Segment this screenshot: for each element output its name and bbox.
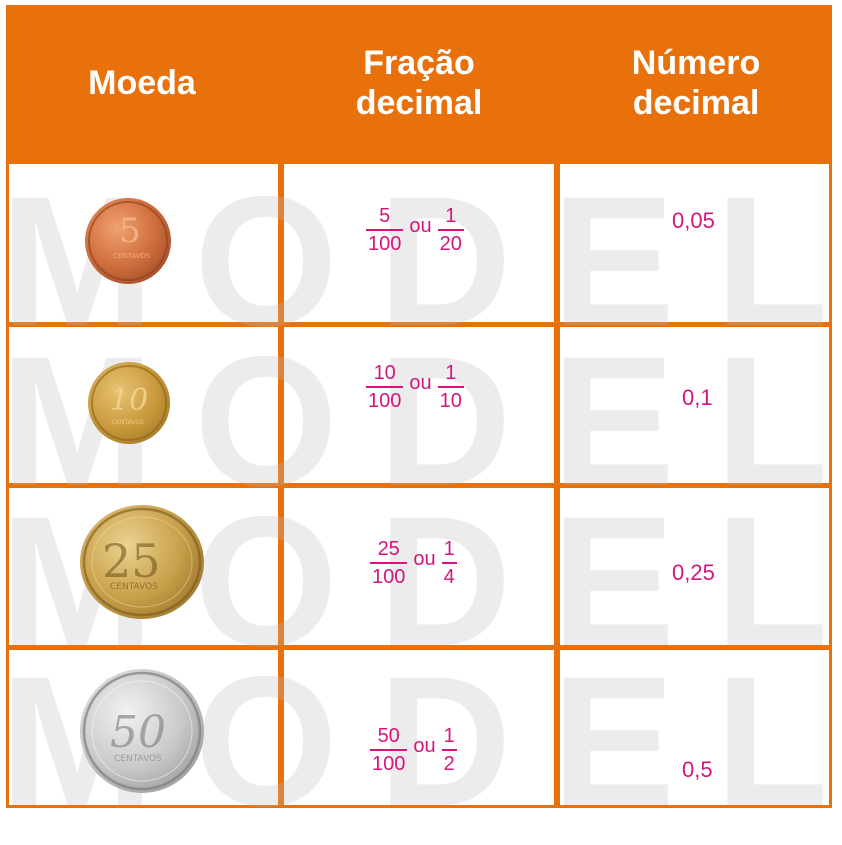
denominator: 20 [439,233,462,255]
coin-5-label: CENTAVOS [113,252,151,260]
cell-fraction-row3 [284,488,554,645]
cell-decimal-row1 [560,164,829,322]
denominator: 100 [372,753,406,775]
connector-ou: ou [413,547,436,570]
header-coin-label: Moeda [88,64,196,102]
fraction-5-100: 5 100 [366,205,404,255]
coin-50-numeral: 50 [110,707,166,758]
header-decimal-line1: Número [631,44,761,82]
numerator: 1 [443,538,455,560]
numerator: 10 [373,362,396,384]
denominator: 100 [368,390,402,412]
coin-10-numeral: 10 [110,383,148,418]
fraction-bar [437,229,464,231]
cell-decimal-row3 [560,488,829,645]
fraction-row2: 10 100 ou 1 10 [366,362,464,412]
cell-decimal-row4 [560,650,829,805]
fraction-row4: 50 100 ou 1 2 [370,725,457,775]
coin-50-centavos-image: 50 CENTAVOS [80,669,204,793]
fraction-row3: 25 100 ou 1 4 [370,538,457,588]
fraction-bar [437,386,464,388]
coin-25-numeral: 25 [102,534,161,588]
fraction-1-10: 1 10 [437,362,464,412]
fraction-1-4: 1 4 [441,538,457,588]
fraction-bar [370,562,408,564]
coin-5-numeral: 5 [119,211,141,251]
fraction-50-100: 50 100 [370,725,408,775]
decimal-row1: 0,05 [672,208,715,233]
numerator: 1 [443,725,455,747]
cell-fraction-row1 [284,164,554,322]
decimal-row4: 0,5 [682,757,713,782]
coin-50-label: CENTAVOS [114,754,162,764]
header-coin: Moeda [6,5,278,161]
header-decimal-line2: decimal [632,84,760,122]
header-fraction-line2: decimal [355,84,483,122]
coin-25-label: CENTAVOS [110,582,158,592]
numerator: 25 [377,538,400,560]
coin-10-centavos-image: 10 CENTAVOS [88,362,170,444]
coin-10-label: CENTAVOS [112,419,144,426]
header-fraction: Fração decimal [284,5,554,161]
fraction-1-20: 1 20 [437,205,464,255]
connector-ou: ou [409,371,432,394]
fraction-bar [441,749,457,751]
fraction-1-2: 1 2 [441,725,457,775]
fraction-row1: 5 100 ou 1 20 [366,205,464,255]
cell-fraction-row4 [284,650,554,805]
fraction-bar [366,386,404,388]
cell-decimal-row2 [560,327,829,483]
numerator: 5 [379,205,391,227]
numerator: 1 [445,362,457,384]
header-decimal: Número decimal [560,5,832,161]
fraction-25-100: 25 100 [370,538,408,588]
numerator: 1 [445,205,457,227]
denominator: 100 [368,233,402,255]
fraction-bar [370,749,408,751]
denominator: 10 [439,390,462,412]
fraction-bar [441,562,457,564]
cell-fraction-row2 [284,327,554,483]
denominator: 2 [443,753,455,775]
fraction-bar [366,229,404,231]
connector-ou: ou [409,214,432,237]
fraction-10-100: 10 100 [366,362,404,412]
decimal-row3: 0,25 [672,560,715,585]
header-fraction-line1: Fração [363,44,475,82]
numerator: 50 [377,725,400,747]
coin-25-centavos-image: 25 CENTAVOS [80,505,204,619]
denominator: 4 [443,566,455,588]
coin-5-centavos-image: 5 CENTAVOS [85,198,171,284]
denominator: 100 [372,566,406,588]
decimal-row2: 0,1 [682,385,713,410]
connector-ou: ou [413,734,436,757]
